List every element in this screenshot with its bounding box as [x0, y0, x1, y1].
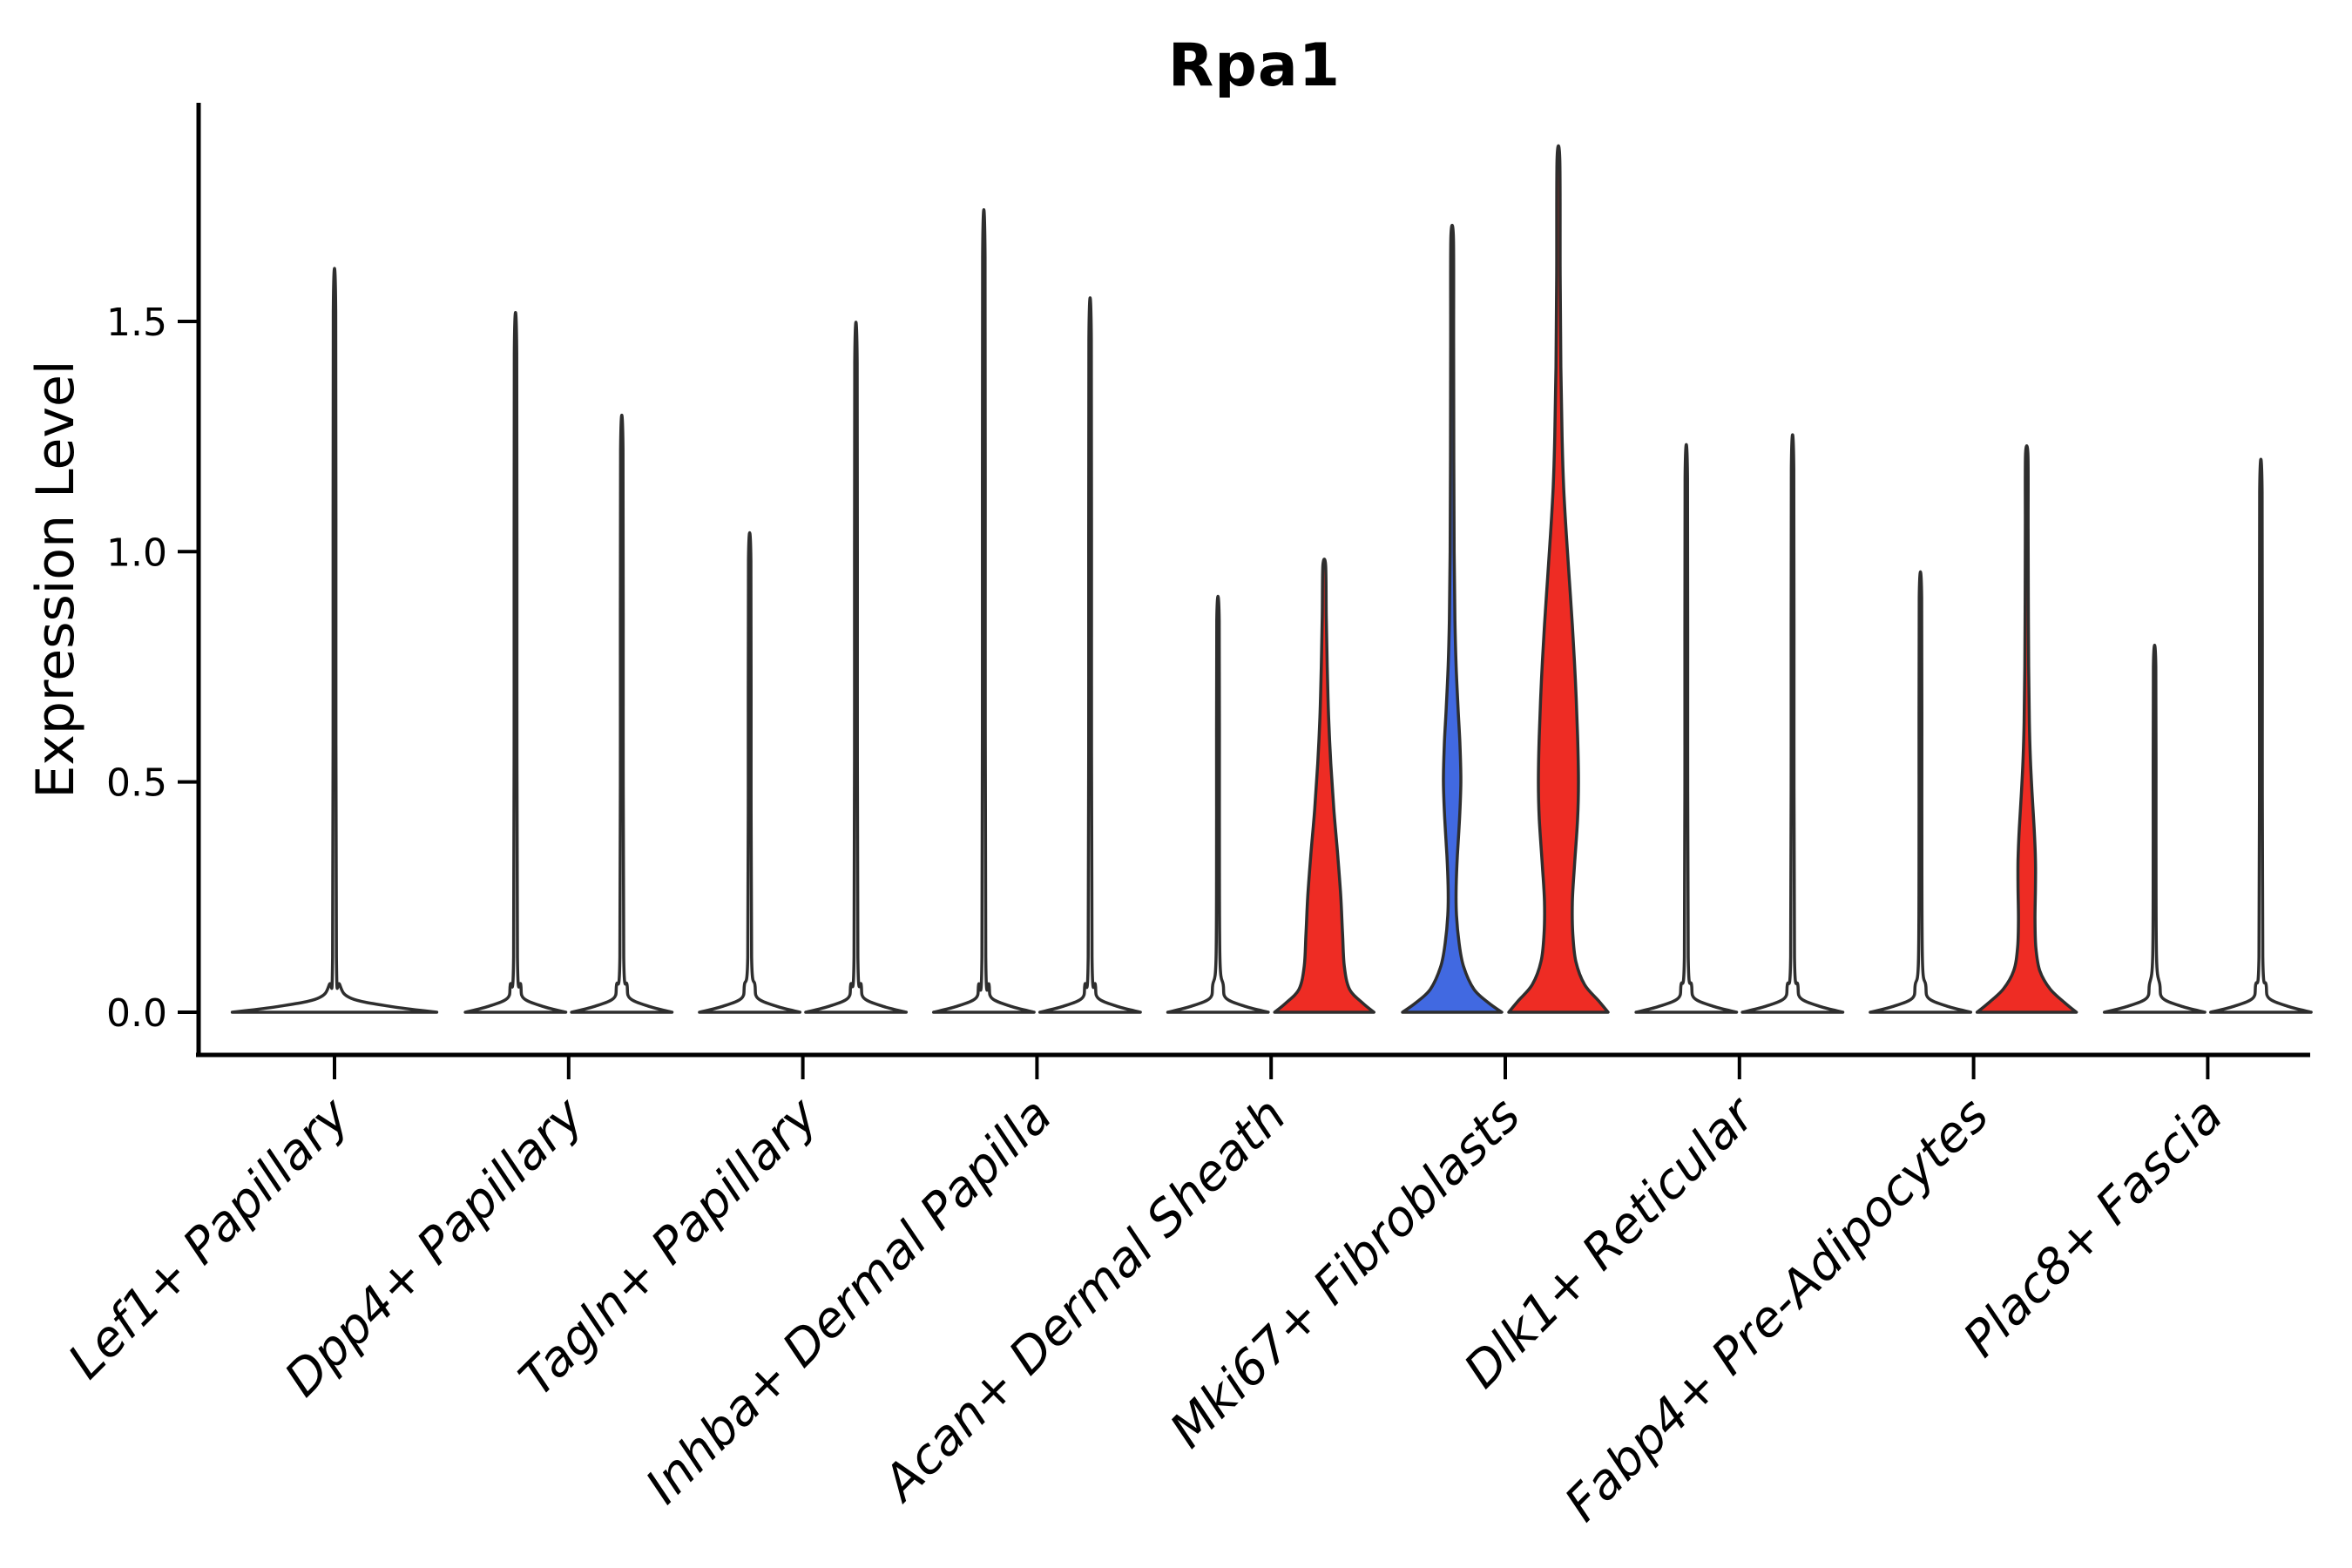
y-tick-label-1.5: 1.5 [106, 301, 167, 345]
violin-dlk1-reticular-right [1740, 433, 1845, 1014]
violin-dpp4-papillary-right [570, 414, 674, 1014]
violin-mki67-fibroblasts-left [1401, 223, 1504, 1014]
violin-acan-dermal-sheath-right [1273, 558, 1375, 1014]
violin-plac8-fascia-right [2208, 457, 2313, 1014]
y-tick-label-1.0: 1.0 [106, 531, 167, 575]
violin-dlk1-reticular-left [1634, 443, 1739, 1014]
violin-lef1-papillary-full [230, 267, 439, 1014]
violin-inhba-dermal-papilla-right [1037, 296, 1142, 1014]
violin-tagln-papillary-right [804, 321, 909, 1014]
x-tick-label-fabp4-pre-adipocytes: Fabp4+ Pre-Adipocytes [1554, 1087, 1999, 1532]
violin-tagln-papillary-left [698, 531, 802, 1014]
x-tick-label-acan-dermal-sheath: Acan+ Dermal Sheath [871, 1087, 1297, 1513]
violin-acan-dermal-sheath-left [1166, 595, 1270, 1014]
y-tick-label-0.0: 0.0 [106, 991, 167, 1036]
violin-mki67-fibroblasts-right [1507, 144, 1610, 1014]
x-tick-label-inhba-dermal-papilla: Inhba+ Dermal Papilla [635, 1087, 1063, 1515]
y-tick-label-0.5: 0.5 [106, 761, 167, 806]
plot-title: Rpa1 [1167, 31, 1342, 100]
violin-fabp4-pre-adipocytes-left [1869, 570, 1973, 1014]
violin-dpp4-papillary-left [463, 311, 568, 1014]
violin-plac8-fascia-left [2102, 644, 2207, 1014]
violins [230, 144, 2313, 1014]
violin-fabp4-pre-adipocytes-right [1975, 443, 2078, 1014]
violin-inhba-dermal-papilla-left [931, 208, 1036, 1014]
